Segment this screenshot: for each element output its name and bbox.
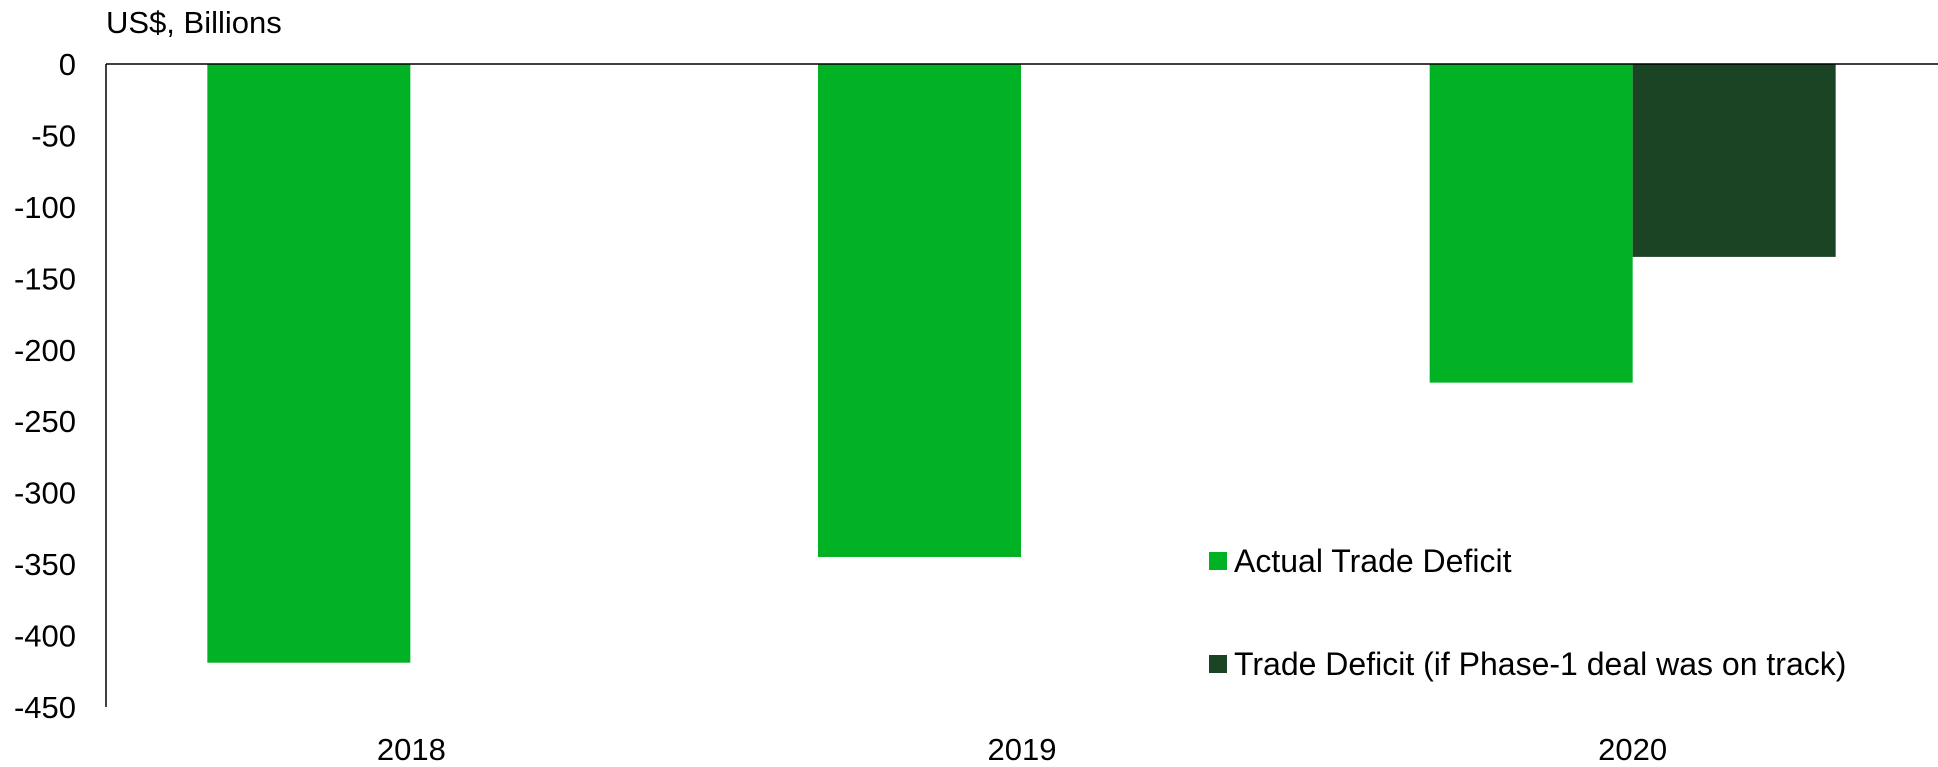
y-axis-unit-label: US$, Billions	[106, 5, 282, 40]
legend-label: Actual Trade Deficit	[1234, 543, 1512, 579]
bar-2019-series-1	[818, 64, 1021, 557]
x-category-label: 2020	[1598, 732, 1667, 767]
bar-2020-series-1	[1429, 64, 1633, 383]
x-axis-categories: 2018 2019 2020	[377, 732, 1667, 767]
bars	[207, 64, 1836, 663]
y-tick-label: -400	[14, 619, 76, 654]
y-tick-label: -100	[14, 190, 76, 225]
x-category-label: 2018	[377, 732, 446, 767]
x-category-label: 2019	[988, 732, 1057, 767]
y-tick-label: -50	[31, 118, 76, 153]
y-tick-label: -450	[14, 690, 76, 725]
y-axis-ticks: 0 -50 -100 -150 -200 -250 -300 -350 -400 -450	[14, 47, 76, 725]
bar-2018-series-1	[207, 64, 411, 663]
legend-swatch	[1209, 552, 1227, 570]
legend: Actual Trade Deficit Trade Deficit (if Ph…	[1209, 543, 1846, 682]
y-tick-label: -300	[14, 476, 76, 511]
legend-swatch	[1209, 655, 1227, 673]
y-tick-label: -200	[14, 333, 76, 368]
axes	[105, 63, 1938, 707]
y-tick-label: -250	[14, 404, 76, 439]
bar-2020-series-2	[1632, 64, 1836, 257]
y-tick-label: -150	[14, 261, 76, 296]
y-tick-label: -350	[14, 547, 76, 582]
y-tick-label: 0	[59, 47, 76, 82]
legend-label: Trade Deficit (if Phase-1 deal was on tr…	[1234, 646, 1846, 682]
